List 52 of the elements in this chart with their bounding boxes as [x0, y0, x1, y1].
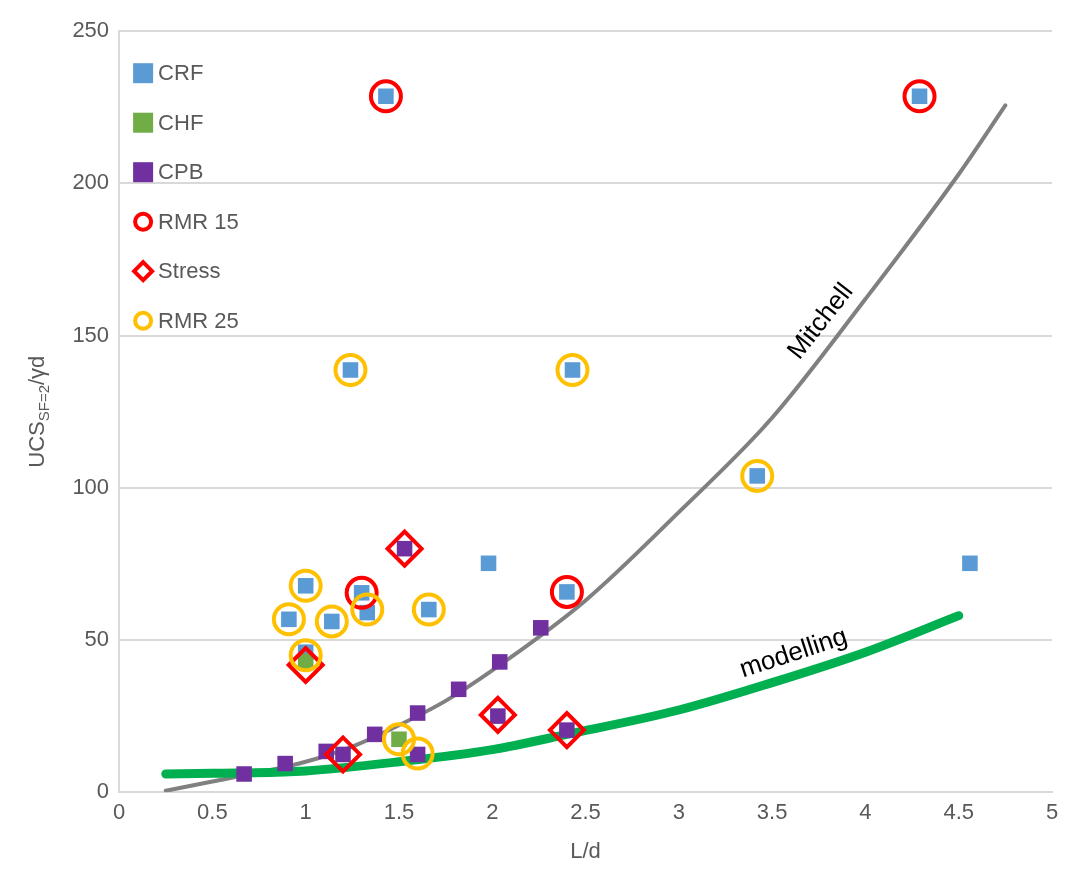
point — [549, 574, 584, 609]
point — [450, 681, 467, 698]
point — [381, 722, 416, 757]
x-tick-label: 0.5 — [197, 799, 228, 825]
x-tick-label: 3 — [672, 799, 685, 825]
point — [385, 529, 424, 568]
y-tick-label: 200 — [72, 169, 110, 195]
point — [271, 602, 306, 637]
x-tick-label: 0 — [112, 799, 126, 825]
point — [409, 705, 426, 721]
point — [740, 458, 775, 493]
point — [366, 726, 383, 743]
legend-label: Stress — [158, 258, 221, 284]
legend-label: CHF — [158, 109, 204, 135]
y-tick-label: 50 — [84, 626, 110, 652]
y-tick-label: 250 — [72, 17, 110, 43]
point — [324, 735, 362, 774]
point — [350, 592, 385, 627]
point — [333, 353, 368, 387]
x-tick-label: 1.5 — [383, 799, 415, 825]
point — [480, 555, 497, 572]
legend-label: RMR 15 — [158, 208, 239, 234]
point — [277, 755, 293, 772]
x-tick-label: 4 — [859, 799, 872, 825]
y-tick-label: 100 — [72, 473, 110, 499]
point — [533, 620, 549, 636]
x-tick-label: 2 — [486, 799, 499, 825]
x-tick-label: 1 — [299, 799, 312, 825]
x-axis-title: L/d — [570, 837, 601, 863]
point — [555, 353, 590, 387]
point — [478, 695, 517, 734]
y-tick-label: 0 — [96, 778, 110, 804]
point — [314, 604, 349, 639]
x-tick-label: 2.5 — [570, 799, 601, 825]
point — [902, 79, 937, 114]
point — [491, 654, 508, 670]
point — [368, 79, 403, 114]
point — [286, 645, 325, 684]
legend-label: RMR 25 — [158, 307, 239, 333]
point — [962, 555, 978, 572]
point — [547, 711, 586, 750]
x-tick-label: 5 — [1045, 799, 1059, 825]
x-tick-label: 3.5 — [756, 799, 788, 825]
x-tick-label: 4.5 — [943, 799, 975, 825]
point — [288, 568, 323, 603]
point — [411, 592, 446, 627]
legend-label: CRF — [158, 60, 204, 86]
y-axis-title: UCSSF=2/γd — [24, 355, 53, 468]
point — [236, 766, 252, 782]
point — [400, 736, 435, 771]
y-tick-label: 150 — [72, 321, 110, 347]
legend-label: CPB — [158, 159, 204, 185]
